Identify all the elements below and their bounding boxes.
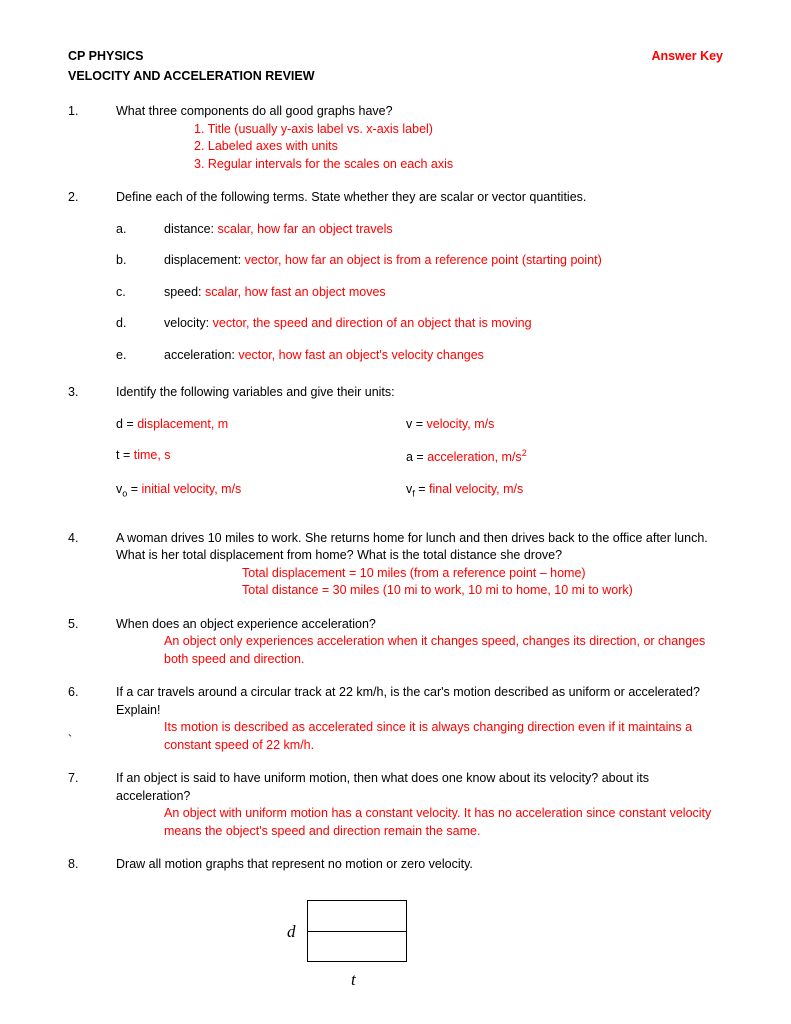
- graph-x-axis-label: t: [351, 968, 356, 992]
- q2d-answer: vector, the speed and direction of an ob…: [213, 316, 532, 330]
- q6-answer: Its motion is described as accelerated s…: [116, 719, 723, 754]
- sub-letter: c.: [116, 284, 164, 302]
- q2c-term: speed:: [164, 285, 205, 299]
- q2e-term: acceleration:: [164, 348, 238, 362]
- q3-row-2: t = time, s a = acceleration, m/s2: [116, 447, 723, 467]
- var-v-label: v =: [406, 417, 427, 431]
- q1-answer-1: 1. Title (usually y-axis label vs. x-axi…: [116, 121, 723, 139]
- q-number: 5.: [68, 616, 116, 669]
- q5-answer: An object only experiences acceleration …: [116, 633, 723, 668]
- var-a-answer: acceleration, m/s2: [427, 450, 527, 464]
- q2-item-c: c. speed: scalar, how fast an object mov…: [116, 284, 723, 302]
- q1-answer-2: 2. Labeled axes with units: [116, 138, 723, 156]
- q4-answer-1: Total displacement = 10 miles (from a re…: [116, 565, 723, 583]
- q-number: 3.: [68, 384, 116, 514]
- q2b-term: displacement:: [164, 253, 245, 267]
- q-number: 6. `: [68, 684, 116, 754]
- q4-prompt: A woman drives 10 miles to work. She ret…: [116, 530, 723, 565]
- question-8: 8. Draw all motion graphs that represent…: [68, 856, 723, 874]
- question-3: 3. Identify the following variables and …: [68, 384, 723, 514]
- q3-row-3: vo = initial velocity, m/s vf = final ve…: [116, 481, 723, 500]
- var-vo-label: vo =: [116, 482, 142, 496]
- question-2: 2. Define each of the following terms. S…: [68, 189, 723, 378]
- q4-answer-2: Total distance = 30 miles (10 mi to work…: [116, 582, 723, 600]
- q-number: 2.: [68, 189, 116, 378]
- question-1: 1. What three components do all good gra…: [68, 103, 723, 173]
- course-title: CP PHYSICS: [68, 48, 144, 66]
- answer-key-label: Answer Key: [651, 48, 723, 66]
- q-number: 1.: [68, 103, 116, 173]
- var-d-label: d =: [116, 417, 137, 431]
- var-vo-answer: initial velocity, m/s: [142, 482, 242, 496]
- q-number: 4.: [68, 530, 116, 600]
- question-7: 7. If an object is said to have uniform …: [68, 770, 723, 840]
- graph-y-axis-label: d: [287, 920, 296, 944]
- q2b-answer: vector, how far an object is from a refe…: [245, 253, 602, 267]
- q1-prompt: What three components do all good graphs…: [116, 103, 723, 121]
- var-a-label: a =: [406, 450, 427, 464]
- question-5: 5. When does an object experience accele…: [68, 616, 723, 669]
- q2c-answer: scalar, how fast an object moves: [205, 285, 386, 299]
- question-6: 6. ` If a car travels around a circular …: [68, 684, 723, 754]
- var-vf-label: vf =: [406, 482, 429, 496]
- q2-item-d: d. velocity: vector, the speed and direc…: [116, 315, 723, 333]
- var-v-answer: velocity, m/s: [427, 417, 495, 431]
- graph-zero-line: [307, 931, 407, 932]
- page-header: CP PHYSICS Answer Key: [68, 48, 723, 66]
- q2-prompt: Define each of the following terms. Stat…: [116, 189, 723, 207]
- q5-prompt: When does an object experience accelerat…: [116, 616, 723, 634]
- var-t-label: t =: [116, 448, 134, 462]
- q7-answer: An object with uniform motion has a cons…: [116, 805, 723, 840]
- q6-prompt: If a car travels around a circular track…: [116, 684, 723, 719]
- q3-row-1: d = displacement, m v = velocity, m/s: [116, 416, 723, 434]
- question-4: 4. A woman drives 10 miles to work. She …: [68, 530, 723, 600]
- q2e-answer: vector, how fast an object's velocity ch…: [238, 348, 484, 362]
- sub-letter: b.: [116, 252, 164, 270]
- var-t-answer: time, s: [134, 448, 171, 462]
- q-number: 8.: [68, 856, 116, 874]
- q8-prompt: Draw all motion graphs that represent no…: [116, 856, 723, 874]
- q1-answer-3: 3. Regular intervals for the scales on e…: [116, 156, 723, 174]
- q3-prompt: Identify the following variables and giv…: [116, 384, 723, 402]
- backtick-char: `: [68, 732, 116, 750]
- sub-letter: d.: [116, 315, 164, 333]
- q2-item-e: e. acceleration: vector, how fast an obj…: [116, 347, 723, 365]
- q2d-term: velocity:: [164, 316, 213, 330]
- sub-letter: e.: [116, 347, 164, 365]
- motion-graph: d t: [283, 896, 413, 991]
- q2a-term: distance:: [164, 222, 218, 236]
- q2-item-a: a. distance: scalar, how far an object t…: [116, 221, 723, 239]
- page-subtitle: VELOCITY AND ACCELERATION REVIEW: [68, 68, 723, 86]
- var-vf-answer: final velocity, m/s: [429, 482, 523, 496]
- q2a-answer: scalar, how far an object travels: [218, 222, 393, 236]
- q7-prompt: If an object is said to have uniform mot…: [116, 770, 723, 805]
- sub-letter: a.: [116, 221, 164, 239]
- var-d-answer: displacement, m: [137, 417, 228, 431]
- q2-item-b: b. displacement: vector, how far an obje…: [116, 252, 723, 270]
- q-number: 7.: [68, 770, 116, 840]
